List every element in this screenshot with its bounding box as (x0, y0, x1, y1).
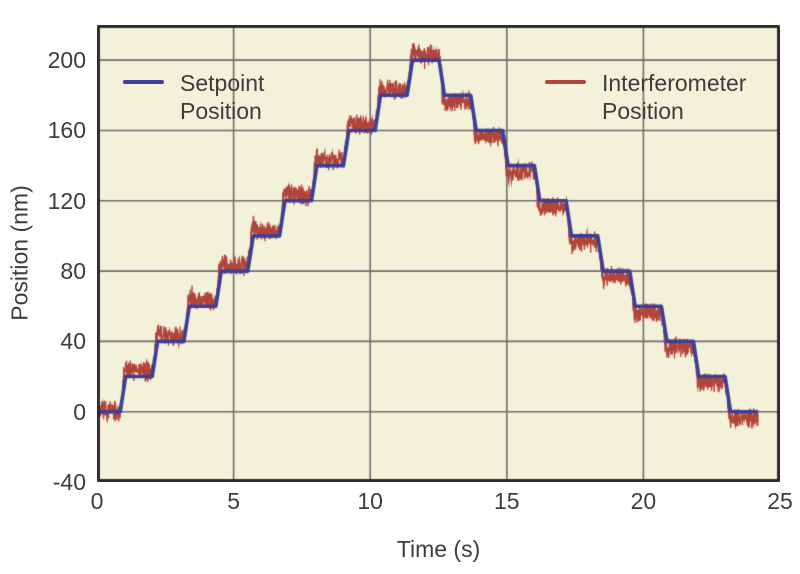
y-tick-label--40: -40 (52, 469, 86, 495)
x-tick-label-10: 10 (357, 488, 383, 514)
plot-area (97, 25, 780, 482)
x-axis-title: Time (s) (396, 536, 481, 562)
y-tick-label-120: 120 (47, 187, 86, 214)
interferometer-line-swatch (545, 80, 586, 84)
y-tick-label-200: 200 (47, 47, 86, 74)
legend-label-setpoint: Setpoint Position (180, 70, 265, 124)
x-tick-label-15: 15 (494, 488, 520, 514)
setpoint-line-swatch (123, 80, 164, 84)
y-tick-label-80: 80 (60, 258, 86, 285)
y-tick-label-0: 0 (73, 398, 86, 425)
x-tick-label-5: 5 (227, 488, 240, 514)
y-tick-label-40: 40 (60, 328, 86, 355)
x-tick-label-0: 0 (90, 488, 104, 514)
y-tick-label-160: 160 (47, 117, 86, 144)
x-tick-label-20: 20 (630, 488, 657, 514)
x-tick-label-25: 25 (767, 488, 793, 514)
legend-item-interferometer: Interferometer Position (545, 69, 787, 125)
legend-item-setpoint: Setpoint Position (123, 69, 300, 125)
legend-label-interferometer: Interferometer Position (602, 70, 747, 124)
